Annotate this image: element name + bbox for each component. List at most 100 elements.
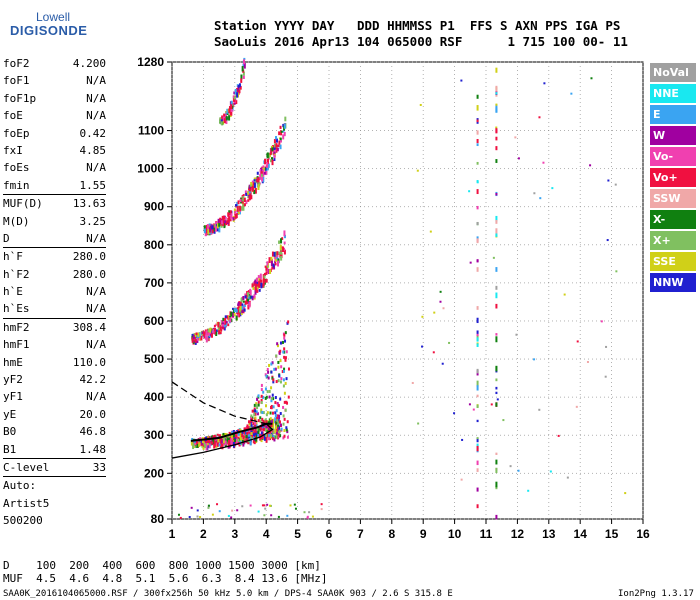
grid-dot [454, 90, 455, 91]
echo-point [221, 439, 224, 443]
param-value: 42.2 [79, 373, 107, 387]
grid-dot [580, 320, 581, 322]
grid-dot [454, 118, 455, 119]
grid-dot [416, 61, 417, 63]
grid-dot [540, 282, 541, 284]
grid-dot [504, 61, 505, 63]
grid-dot [485, 142, 487, 143]
grid-dot [485, 338, 487, 339]
grid-dot [392, 434, 393, 436]
grid-dot [265, 326, 267, 327]
grid-dot [360, 262, 361, 263]
grid-dot [454, 494, 455, 495]
grid-dot [528, 434, 529, 436]
grid-dot [548, 298, 550, 299]
grid-dot [234, 142, 236, 143]
grid-dot [579, 346, 581, 347]
grid-dot [440, 358, 441, 360]
grid-dot [212, 130, 213, 131]
grid-dot [288, 434, 289, 436]
grid-dot [328, 244, 329, 246]
grid-dot [484, 434, 485, 436]
grid-dot [611, 386, 612, 387]
noise-point [439, 300, 442, 303]
grid-dot [360, 506, 361, 507]
grid-dot [592, 244, 593, 246]
grid-dot [312, 472, 313, 474]
echo-point [253, 438, 256, 445]
param-key: MUF(D) [3, 197, 43, 211]
grid-dot [320, 282, 321, 284]
grid-dot [203, 218, 204, 219]
grid-dot [297, 234, 298, 235]
grid-dot [391, 362, 393, 363]
grid-dot [422, 186, 424, 187]
grid-dot [642, 342, 644, 343]
grid-dot [422, 278, 424, 279]
echo-point [265, 395, 268, 399]
noise-point [533, 358, 536, 361]
echo-point [280, 251, 283, 255]
grid-dot [548, 386, 550, 387]
grid-dot [642, 518, 644, 519]
grid-dot [292, 168, 293, 170]
grid-dot [336, 320, 337, 322]
grid-dot [548, 466, 550, 467]
grid-dot [356, 282, 357, 284]
grid-dot [216, 168, 217, 170]
grid-dot [297, 506, 298, 507]
grid-dot [548, 106, 550, 107]
grid-dot [203, 238, 204, 239]
echo-point [252, 428, 255, 432]
grid-dot [548, 78, 550, 79]
grid-dot [268, 206, 269, 208]
grid-dot [642, 338, 644, 339]
echo-point [253, 294, 256, 299]
noise-point [575, 405, 578, 408]
grid-dot [422, 122, 424, 123]
grid-dot [640, 168, 641, 170]
grid-dot [328, 278, 330, 279]
grid-dot [171, 518, 173, 519]
grid-dot [548, 266, 550, 267]
grid-dot [391, 130, 393, 131]
grid-dot [472, 244, 473, 246]
echo-point [212, 438, 215, 444]
grid-dot [265, 74, 267, 75]
grid-dot [265, 142, 267, 143]
grid-dot [240, 518, 241, 520]
grid-dot [517, 366, 518, 367]
grid-dot [276, 518, 277, 520]
grid-dot [492, 282, 493, 284]
grid-dot [556, 244, 557, 246]
grid-dot [611, 206, 612, 207]
grid-dot [536, 282, 537, 284]
grid-dot [517, 386, 518, 387]
grid-dot [228, 518, 229, 520]
grid-dot [220, 282, 221, 284]
echo-point [228, 439, 231, 443]
grid-dot [488, 518, 489, 520]
grid-dot [388, 396, 389, 398]
grid-dot [422, 214, 424, 215]
grid-dot [452, 358, 453, 360]
grid-dot [588, 472, 589, 474]
grid-dot [536, 518, 537, 520]
grid-dot [572, 396, 573, 398]
echo-point [278, 429, 281, 434]
grid-dot [548, 458, 550, 459]
echo-point [198, 332, 201, 338]
grid-dot [380, 61, 381, 63]
echo-point [254, 416, 257, 420]
grid-dot [171, 462, 173, 463]
grid-dot [642, 178, 644, 179]
grid-dot [203, 130, 204, 131]
grid-dot [579, 174, 581, 175]
legend-item-x-: X- [650, 210, 696, 229]
grid-dot [508, 358, 509, 360]
grid-dot [240, 358, 241, 360]
grid-dot [485, 106, 487, 107]
echo-point [260, 401, 263, 405]
grid-dot [642, 474, 644, 475]
echo-point [179, 516, 182, 519]
